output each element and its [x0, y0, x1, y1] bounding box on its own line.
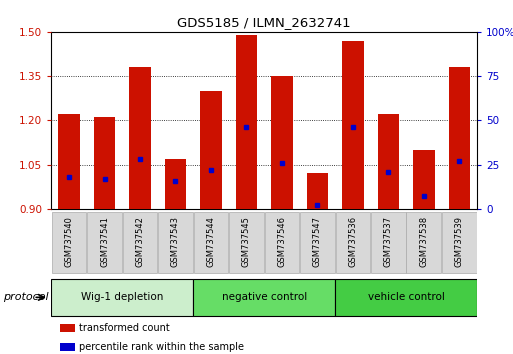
Bar — [52, 212, 86, 273]
Bar — [442, 212, 477, 273]
Bar — [406, 212, 441, 273]
Bar — [51, 279, 193, 316]
Bar — [300, 212, 335, 273]
Bar — [129, 67, 151, 209]
Text: GSM737536: GSM737536 — [348, 216, 358, 267]
Bar — [413, 150, 435, 209]
Bar — [87, 212, 122, 273]
Text: GSM737544: GSM737544 — [206, 216, 215, 267]
Text: protocol: protocol — [3, 292, 48, 302]
Bar — [271, 76, 292, 209]
Text: GSM737537: GSM737537 — [384, 216, 393, 267]
Bar — [193, 212, 228, 273]
Text: GSM737541: GSM737541 — [100, 216, 109, 267]
Text: Wig-1 depletion: Wig-1 depletion — [81, 292, 164, 302]
Bar — [193, 279, 335, 316]
Text: negative control: negative control — [222, 292, 307, 302]
Text: GSM737540: GSM737540 — [65, 216, 73, 267]
Bar — [123, 212, 157, 273]
Bar — [229, 212, 264, 273]
Text: GSM737545: GSM737545 — [242, 216, 251, 267]
Bar — [236, 35, 257, 209]
Bar — [200, 91, 222, 209]
Text: percentile rank within the sample: percentile rank within the sample — [79, 342, 244, 352]
Text: vehicle control: vehicle control — [368, 292, 445, 302]
Bar — [60, 324, 75, 332]
Bar — [265, 212, 299, 273]
Bar — [335, 279, 477, 316]
Text: GSM737543: GSM737543 — [171, 216, 180, 267]
Bar — [94, 118, 115, 209]
Bar — [307, 173, 328, 209]
Text: GSM737547: GSM737547 — [313, 216, 322, 267]
Text: GSM737539: GSM737539 — [455, 216, 464, 267]
Bar — [449, 67, 470, 209]
Text: transformed count: transformed count — [79, 323, 170, 333]
Text: GSM737546: GSM737546 — [278, 216, 286, 267]
Text: GSM737538: GSM737538 — [419, 216, 428, 267]
Bar — [158, 212, 193, 273]
Bar — [336, 212, 370, 273]
Bar — [371, 212, 406, 273]
Bar — [58, 114, 80, 209]
Title: GDS5185 / ILMN_2632741: GDS5185 / ILMN_2632741 — [177, 16, 351, 29]
Text: GSM737542: GSM737542 — [135, 216, 145, 267]
Bar — [342, 41, 364, 209]
Bar — [378, 114, 399, 209]
Bar — [165, 159, 186, 209]
Bar — [60, 343, 75, 351]
